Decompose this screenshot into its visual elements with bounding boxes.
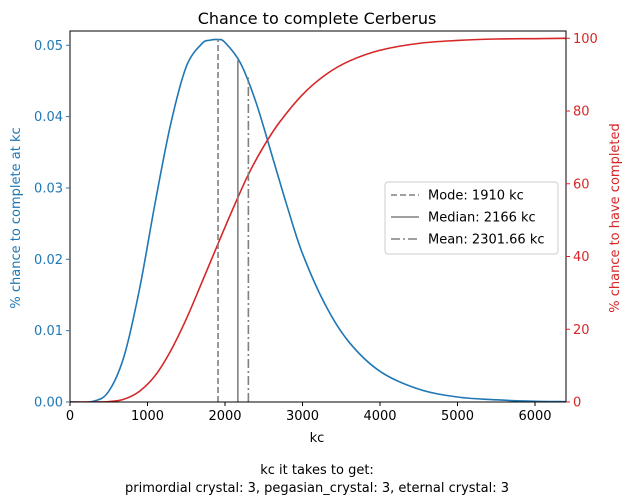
x-tick-label: 5000	[441, 409, 474, 424]
y-left-tick-label: 0.04	[34, 110, 63, 125]
y-left-tick-label: 0.01	[34, 324, 63, 339]
legend-box	[384, 181, 559, 255]
x-tick-label: 4000	[363, 409, 396, 424]
legend: Mode: 1910 kc Median: 2166 kc Mean: 2301.6…	[384, 181, 559, 255]
y-right-tick-label: 80	[573, 105, 590, 120]
y-right-tick-label: 40	[573, 250, 590, 265]
series-line-left	[70, 38, 566, 402]
y-left-tick-label: 0.02	[34, 253, 63, 268]
plot-area	[70, 37, 566, 402]
legend-entry: Mode: 1910 kc	[428, 189, 524, 204]
x-tick-label: 0	[66, 409, 74, 424]
y-left-tick-label: 0.05	[34, 39, 63, 54]
y-axis-right-label: % chance to have completed	[608, 123, 623, 313]
chart-title: Chance to complete Cerberus	[198, 9, 437, 28]
x-tick-label: 3000	[286, 409, 319, 424]
x-axis-label: kc	[310, 431, 325, 446]
axes: 0 1000 2000 3000 4000 5000 60000.000.010.020.0…	[34, 30, 598, 424]
legend-entry: Mean: 2301.66 kc	[428, 233, 545, 248]
legend-entry: Median: 2166 kc	[428, 211, 536, 226]
caption-line-1: kc it takes to get:	[260, 463, 374, 478]
x-tick-label: 6000	[518, 409, 551, 424]
caption-line-2: primordial crystal: 3, pegasian_crystal:…	[125, 481, 509, 496]
y-right-tick-label: 20	[573, 323, 590, 338]
x-tick-label: 2000	[208, 409, 241, 424]
y-right-tick-label: 0	[573, 396, 581, 411]
y-right-tick-label: 60	[573, 177, 590, 192]
y-axis-left-label: % chance to complete at kc	[9, 127, 24, 308]
x-tick-label: 1000	[131, 409, 164, 424]
y-left-tick-label: 0.03	[34, 181, 63, 196]
y-right-tick-label: 100	[573, 32, 598, 47]
y-left-tick-label: 0.00	[34, 396, 63, 411]
plot-frame	[69, 30, 567, 403]
